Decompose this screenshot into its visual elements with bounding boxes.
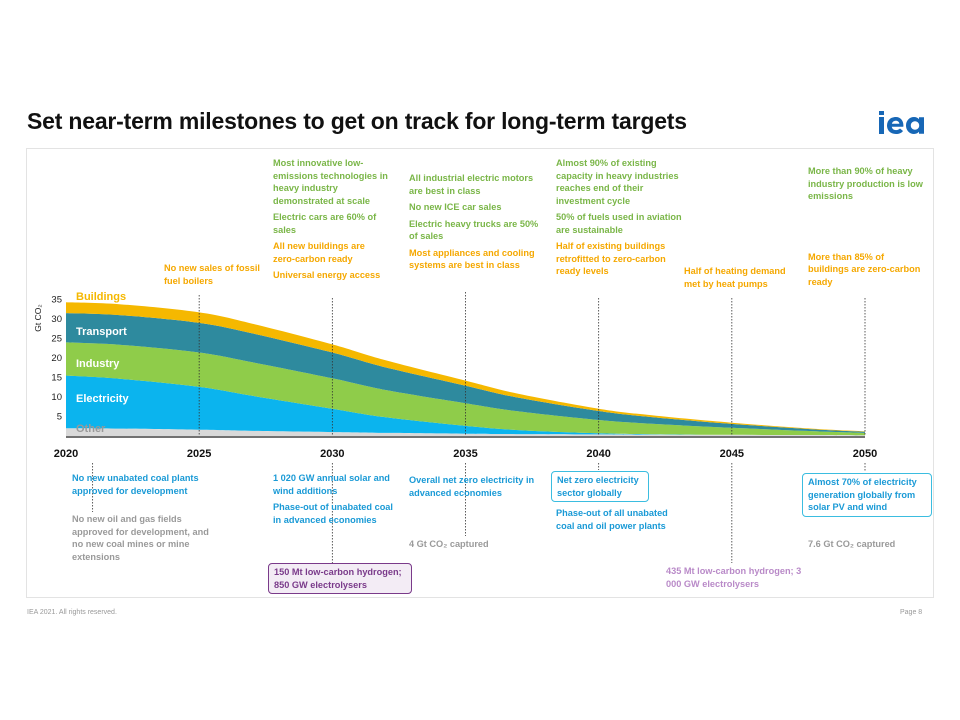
series-label-industry: Industry <box>76 358 120 370</box>
annotation-2030-hydrogen: 150 Mt low-carbon hydrogen; 850 GW elect… <box>268 563 412 594</box>
y-tick-label: 20 <box>51 353 62 364</box>
x-tick-label: 2050 <box>853 448 877 460</box>
area-industry <box>66 342 865 436</box>
annotation-2030-coal-phaseout: Phase-out of unabated coal in advanced e… <box>273 502 393 525</box>
x-tick-label: 2040 <box>586 448 610 460</box>
series-label-electricity: Electricity <box>76 393 129 405</box>
annotation-2030-industry: Most innovative low-emissions technologi… <box>273 158 388 206</box>
annotation-2030-electric-cars: Electric cars are 60% of sales <box>273 212 377 235</box>
x-tick-label: 2020 <box>54 448 78 460</box>
annotation-2035-appliances: Most appliances and cooling systems are … <box>409 247 535 271</box>
annotation-2040-net-zero-global: Net zero electricity sector globally <box>551 471 649 502</box>
area-other <box>66 428 865 436</box>
y-axis-label: Gt CO₂ <box>33 304 43 331</box>
annotation-2050-heavy-industry: More than 90% of heavy industry producti… <box>808 166 923 201</box>
y-tick-label: 15 <box>51 373 62 384</box>
area-electricity <box>66 375 865 436</box>
annotation-2040-phaseout: Phase-out of all unabated coal and oil p… <box>556 508 668 531</box>
annotation-group-2050-above: More than 90% of heavy industry producti… <box>808 165 926 288</box>
x-tick-label: 2030 <box>320 448 344 460</box>
page-title: Set near-term milestones to get on track… <box>27 108 687 134</box>
series-label-buildings: Buildings <box>76 291 126 303</box>
iea-logo <box>876 110 934 141</box>
annotation-2045-hydrogen: 435 Mt low-carbon hydrogen; 3 000 GW ele… <box>666 566 802 589</box>
area-transport <box>66 313 865 433</box>
y-tick-label: 30 <box>51 314 62 325</box>
x-tick-label: 2045 <box>720 448 744 460</box>
area-buildings <box>66 302 865 432</box>
annotation-2030-energy-access: Universal energy access <box>273 270 381 280</box>
annotation-2030-buildings: All new buildings are zero-carbon ready <box>273 241 365 264</box>
x-tick-label: 2025 <box>187 448 211 460</box>
annotation-2035-trucks: Electric heavy trucks are 50% of sales <box>409 218 539 242</box>
annotation-2021-coal-plants: No new unabated coal plants approved for… <box>72 473 199 496</box>
y-tick-label: 10 <box>51 392 62 403</box>
chart-panel <box>26 148 934 598</box>
annotation-2030-solar-wind: 1 020 GW annual solar and wind additions <box>273 473 390 496</box>
annotation-2025-boilers: No new sales of fossil fuel boilers <box>164 263 260 286</box>
annotation-group-2030-below: 1 020 GW annual solar and wind additions… <box>273 472 403 526</box>
annotation-group-2030-above: Most innovative low-emissions technologi… <box>273 157 388 282</box>
x-tick-label: 2035 <box>453 448 477 460</box>
y-tick-label: 35 <box>51 295 62 306</box>
annotation-2050-solar-wind: Almost 70% of electricity generation glo… <box>802 473 932 517</box>
annotation-group-2035-above: All industrial electric motors are best … <box>409 172 544 272</box>
y-tick-label: 5 <box>57 412 62 423</box>
annotation-2050-buildings: More than 85% of buildings are zero-carb… <box>808 251 921 287</box>
iea-logo-mark <box>879 111 924 134</box>
annotation-2040-aviation: 50% of fuels used in aviation are sustai… <box>556 212 682 235</box>
annotation-2040-retrofits: Half of existing buildings retrofitted t… <box>556 241 666 276</box>
copyright: IEA 2021. All rights reserved. <box>27 609 117 616</box>
annotation-2035-co2-captured: 4 Gt CO₂ captured <box>409 539 489 549</box>
annotation-2040-heavy-industry: Almost 90% of existing capacity in heavy… <box>556 158 679 206</box>
series-label-transport: Transport <box>76 326 127 338</box>
annotation-2050-co2-captured: 7.6 Gt CO₂ captured <box>808 539 896 549</box>
annotation-group-2021-below: No new unabated coal plants approved for… <box>72 472 217 563</box>
page-number: Page 8 <box>900 609 923 616</box>
annotation-2035-motors: All industrial electric motors are best … <box>409 173 534 196</box>
annotation-2035-net-zero-advanced: Overall net zero electricity in advanced… <box>409 475 535 498</box>
annotation-group-2040-above: Almost 90% of existing capacity in heavy… <box>556 157 686 278</box>
annotation-2035-ice: No new ICE car sales <box>409 202 502 212</box>
series-label-other: Other <box>76 423 106 435</box>
annotation-2045-heat-pumps: Half of heating demand met by heat pumps <box>684 266 786 289</box>
y-tick-label: 25 <box>51 334 62 345</box>
annotation-2021-oil-gas: No new oil and gas fields approved for d… <box>72 514 209 562</box>
